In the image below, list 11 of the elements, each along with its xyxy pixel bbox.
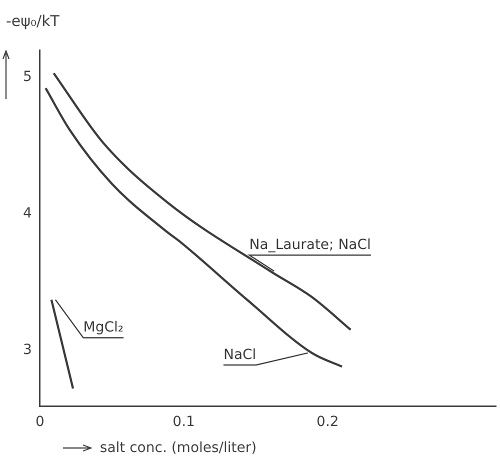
- y-tick-label: 3: [22, 342, 32, 358]
- text: NaCl: [223, 346, 256, 363]
- x-tick-label: 0.1: [172, 414, 195, 430]
- series-label: MgCl₂: [83, 320, 124, 336]
- y-tick-label: 4: [22, 205, 32, 222]
- x-axis-title: salt conc. (moles/liter): [100, 440, 257, 456]
- y-tick-label: 5: [22, 68, 32, 85]
- x-tick-label: 0.2: [316, 414, 339, 430]
- y-axis-title: -eψ₀/kT: [6, 12, 60, 30]
- x-tick-label: 0: [35, 414, 44, 430]
- series-label: Na_Laurate; NaCl: [249, 237, 371, 254]
